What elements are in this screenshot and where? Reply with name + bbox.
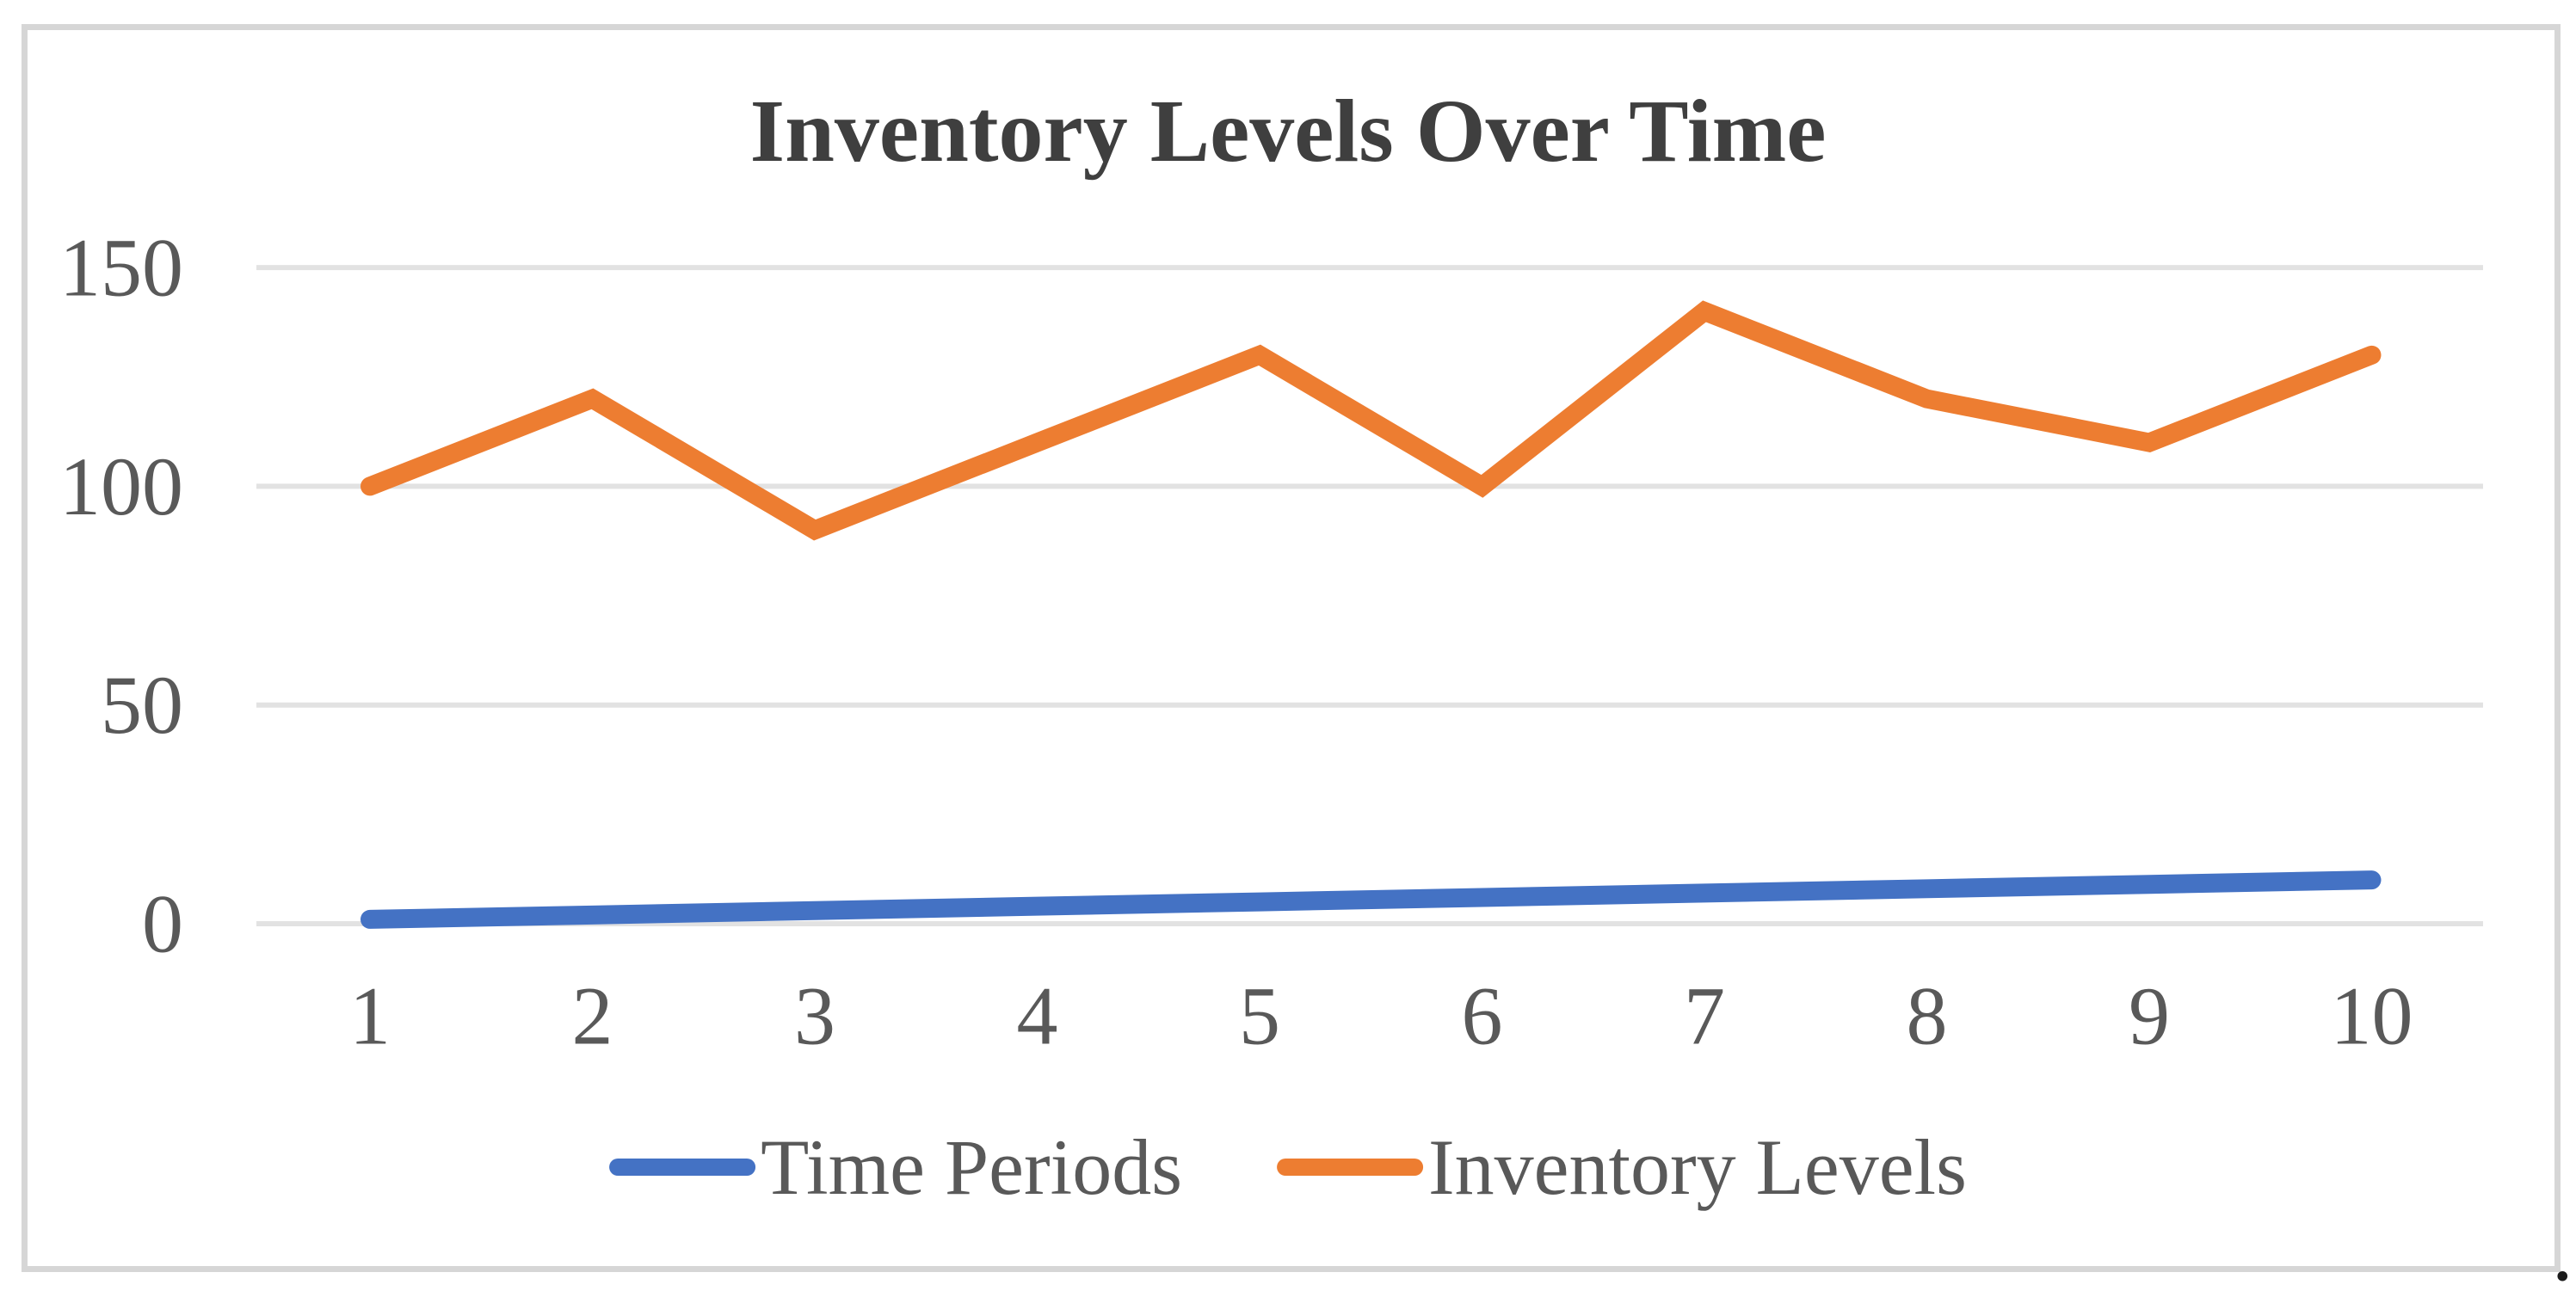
y-tick-label-50: 50 [101, 659, 183, 751]
legend-item-inventory-levels: Inventory Levels [1277, 1128, 1967, 1207]
legend-label-inventory-levels: Inventory Levels [1428, 1123, 1967, 1211]
x-tick-label-10: 10 [2331, 970, 2413, 1062]
x-tick-label-1: 1 [349, 970, 391, 1062]
chart-legend: Time Periods Inventory Levels [609, 1128, 1967, 1207]
x-tick-label-2: 2 [572, 970, 613, 1062]
series-line-inventory-levels [361, 300, 2382, 541]
legend-item-time-periods: Time Periods [609, 1128, 1182, 1207]
x-axis-labels: 1 2 3 4 5 6 7 8 9 10 [349, 970, 2413, 1062]
time-periods-line-swatch-icon [609, 1159, 756, 1176]
x-tick-label-3: 3 [794, 970, 835, 1062]
series-line-time-periods [361, 870, 2382, 929]
chart-title: Inventory Levels Over Time [749, 82, 1827, 181]
y-tick-label-150: 150 [59, 222, 183, 314]
x-tick-label-6: 6 [1462, 970, 1503, 1062]
x-tick-label-9: 9 [2129, 970, 2170, 1062]
x-tick-label-5: 5 [1239, 970, 1280, 1062]
trailing-period-text: . [2552, 1206, 2573, 1297]
y-tick-label-0: 0 [142, 878, 183, 970]
series-lines [361, 300, 2382, 929]
chart-border [22, 24, 2561, 1272]
legend-label-time-periods: Time Periods [761, 1123, 1183, 1211]
y-axis-labels: 0 50 100 150 [59, 222, 183, 970]
y-tick-label-100: 100 [59, 440, 183, 532]
x-tick-label-7: 7 [1684, 970, 1725, 1062]
gridlines [256, 265, 2483, 926]
inventory-levels-line-swatch-icon [1277, 1159, 1424, 1176]
x-tick-label-4: 4 [1017, 970, 1058, 1062]
x-tick-label-8: 8 [1907, 970, 1948, 1062]
